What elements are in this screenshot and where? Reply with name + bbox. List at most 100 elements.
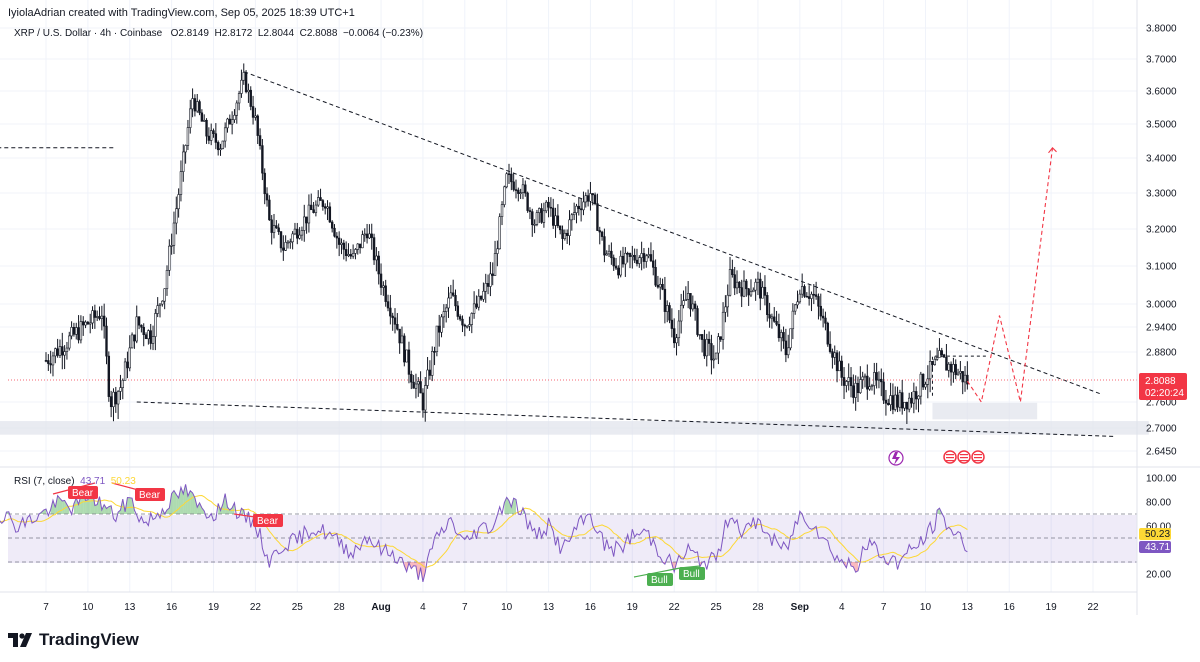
candle-body [335, 235, 339, 239]
dividend-event-icon[interactable] [888, 450, 904, 466]
candle-body [677, 320, 681, 339]
candle-body [470, 313, 473, 325]
candle-body [426, 369, 429, 386]
price-tick-label: 2.8800 [1146, 348, 1177, 359]
candle-body [638, 257, 641, 264]
candle-body [286, 241, 290, 244]
price-axis[interactable]: 3.8000 3.7000 3.6000 3.5000 3.4000 3.3000 3.20… [1146, 24, 1177, 458]
candle-body [347, 254, 350, 257]
time-tick-label: 4 [839, 602, 845, 613]
candle-body [600, 231, 604, 237]
candle-body [382, 285, 385, 288]
rsi-overbought-fill-segment [94, 504, 98, 514]
candle-body [773, 316, 776, 322]
candle-body [442, 311, 446, 318]
bull-signal-1[interactable]: Bull [633, 567, 681, 586]
rsi-line [0, 484, 968, 583]
candle-body [558, 225, 562, 231]
economic-event-flag-icon-3[interactable] [971, 450, 985, 464]
candle-body [163, 288, 166, 302]
rsi-overbought-fill-segment [76, 497, 79, 514]
candle-body [149, 330, 152, 344]
candle-body [649, 254, 653, 262]
candle-body [107, 355, 111, 397]
candle-body [579, 208, 583, 211]
candle-body [375, 255, 378, 261]
candle-body [894, 394, 897, 410]
candle-body [617, 267, 620, 276]
candle-body [121, 379, 124, 388]
time-tick-label: 10 [920, 602, 932, 613]
candle-body [705, 338, 708, 357]
candle-body [586, 195, 590, 202]
candle-body [237, 93, 241, 104]
candle-body [896, 394, 899, 408]
candle-body [68, 335, 71, 349]
rsi-oversold-fill-segment [411, 562, 414, 569]
bull-signal-2[interactable]: Bull [679, 565, 705, 580]
candle-body [300, 230, 304, 236]
candle-body [112, 391, 115, 408]
rsi-axis[interactable]: 100.00 80.00 60.00 20.00 [1146, 474, 1177, 581]
candle-body [889, 395, 892, 405]
time-tick-label: 19 [208, 602, 220, 613]
candle-body [307, 204, 311, 224]
candle-body [768, 314, 771, 319]
symbol-legend[interactable]: XRP / U.S. Dollar · 4h · Coinbase O2.814… [14, 28, 423, 39]
candle-body [672, 328, 676, 344]
candle-body [261, 145, 264, 174]
candle-body [935, 357, 939, 360]
candle-body [847, 377, 850, 382]
candle-body [777, 324, 781, 339]
support-zone [932, 402, 1038, 420]
candle-body [661, 284, 664, 290]
candle-body [54, 348, 57, 357]
candle-body [400, 335, 404, 344]
candle-body [877, 378, 881, 381]
bear-signal-3[interactable]: Bear [233, 513, 283, 527]
candle-body [47, 360, 50, 364]
candle-body [554, 215, 557, 226]
candle-body [607, 250, 611, 255]
rsi-legend[interactable]: RSI (7, close) 43.71 50.23 [14, 476, 136, 487]
candle-body [742, 280, 746, 297]
time-tick-label: 22 [669, 602, 681, 613]
time-tick-label: 10 [501, 602, 513, 613]
candle-body [787, 347, 790, 356]
candle-body [391, 315, 394, 319]
candle-body [268, 199, 271, 221]
candle-body [91, 310, 94, 324]
candle-body [189, 108, 192, 128]
candle-body [209, 130, 213, 141]
rsi-overbought-fill-segment [509, 500, 512, 514]
rsi-overbought-fill-segment [108, 505, 112, 514]
candle-body [926, 378, 930, 385]
candle-body [284, 242, 287, 251]
candle-body [205, 119, 208, 137]
time-axis[interactable]: 7 10 13 16 19 22 25 28 Aug 4 7 10 13 16 19 22 25 28 Sep 4 7 1… [43, 602, 1099, 613]
rsi-overbought-fill-segment [127, 497, 130, 514]
tradingview-brand[interactable]: TradingView [8, 630, 139, 650]
candle-body [917, 395, 920, 400]
bear-signal-2[interactable]: Bear [111, 482, 165, 501]
candle-body [542, 210, 546, 223]
rsi-overbought-fill-segment [73, 497, 77, 514]
candle-body [144, 334, 148, 340]
candle-body [519, 192, 522, 194]
candle-body [63, 351, 66, 356]
rsi-indicator [0, 484, 1137, 583]
candle-body [258, 135, 262, 146]
candle-body [363, 233, 366, 236]
candle-body [254, 115, 257, 118]
candle-body [572, 212, 576, 216]
candle-body [605, 253, 608, 256]
bear-signal-1[interactable]: Bear [52, 482, 98, 499]
candle-body [314, 204, 318, 213]
rsi-ma-value: 50.23 [110, 476, 136, 487]
candle-body [177, 194, 180, 210]
projection-arrowhead [1048, 146, 1057, 154]
economic-event-flag-icon-2[interactable] [957, 450, 971, 464]
economic-event-flag-icon-1[interactable] [943, 450, 957, 464]
price-candles [44, 63, 969, 425]
